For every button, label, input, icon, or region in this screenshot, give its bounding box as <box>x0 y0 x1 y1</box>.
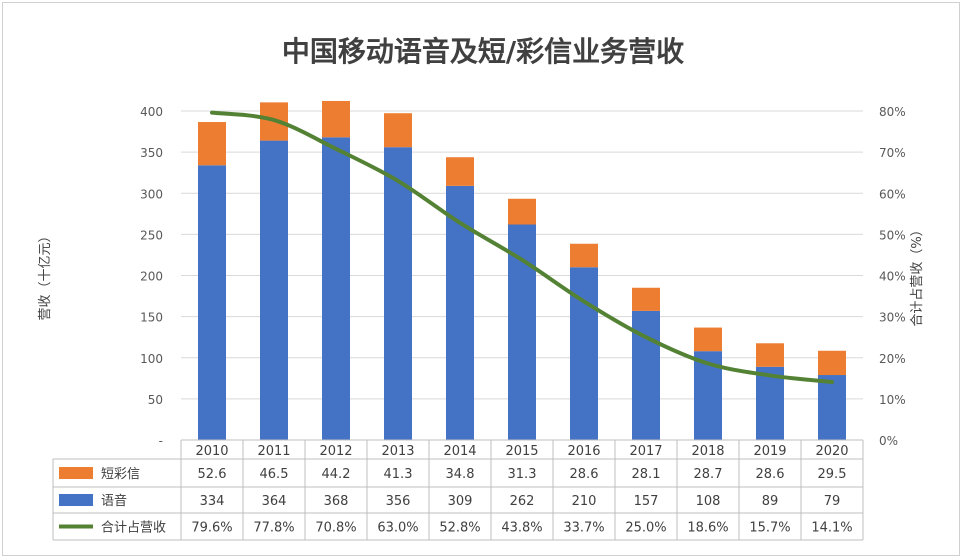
table-cell: 28.6 <box>756 467 785 482</box>
y2-tick-label: 60% <box>879 187 906 201</box>
y-tick-label: 350 <box>140 146 163 160</box>
bar-sms <box>570 243 598 268</box>
data-table: 2010 2011 2012 2013 2014 2015 2016 2017 2018 2019… <box>52 439 864 541</box>
table-cell: 14.1% <box>811 521 852 536</box>
table-cell: 15.7% <box>749 521 790 536</box>
bar-sms <box>756 343 784 367</box>
table-cell: 210 <box>572 494 597 509</box>
chart-title: 中国移动语音及短/彩信业务营收 <box>282 35 684 68</box>
table-cell: 43.8% <box>501 521 542 536</box>
table-cell: 262 <box>510 494 535 509</box>
bar-sms <box>322 100 350 138</box>
table-cell: 44.2 <box>322 467 351 482</box>
table-cell: 34.8 <box>446 467 475 482</box>
y2-tick-label: 80% <box>879 105 906 119</box>
x-tick-label: 2011 <box>257 444 290 459</box>
table-cell: 52.6 <box>198 467 227 482</box>
table-cell: 63.0% <box>377 521 418 536</box>
bar-voice <box>508 224 536 440</box>
share-line-path <box>210 110 834 385</box>
bar-sms <box>694 327 722 352</box>
table-cell: 28.6 <box>570 467 599 482</box>
y2-tick-label: 10% <box>879 393 906 407</box>
bar-sms <box>818 350 846 376</box>
bar-sms <box>508 198 536 225</box>
bars <box>198 100 846 441</box>
x-tick-label: 2010 <box>195 444 228 459</box>
bar-voice <box>756 366 784 440</box>
x-tick-label: 2020 <box>815 444 848 459</box>
table-cell: 28.7 <box>694 467 723 482</box>
y-tick-label: 400 <box>140 105 163 119</box>
legend-swatch <box>59 467 93 479</box>
table-cell: 89 <box>762 494 779 509</box>
table-cell: 334 <box>200 494 225 509</box>
x-tick-label: 2016 <box>567 444 600 459</box>
bar-voice <box>384 147 412 440</box>
bar-voice <box>322 137 350 440</box>
y2-tick-label: 30% <box>879 311 906 325</box>
x-tick-label: 2012 <box>319 444 352 459</box>
x-tick-label: 2017 <box>629 444 662 459</box>
table-cell: 77.8% <box>253 521 294 536</box>
legend-label: 短彩信 <box>101 467 140 482</box>
legend-label: 合计占营收 <box>101 521 166 536</box>
bar-sms <box>446 157 474 186</box>
table-cell: 108 <box>696 494 721 509</box>
table-cell: 368 <box>324 494 349 509</box>
x-tick-label: 2014 <box>443 444 476 459</box>
bar-voice <box>818 375 846 440</box>
stacked-bar-line-chart: 中国移动语音及短/彩信业务营收 营收（十亿元） 合计占营收（%） - 0% 50 10… <box>38 35 925 541</box>
bar-sms <box>198 122 226 166</box>
y-tick-label: 50 <box>148 393 163 407</box>
y2-axis-label: 合计占营收（%） <box>910 223 925 326</box>
y2-tick-label: 70% <box>879 146 906 160</box>
table-cell: 70.8% <box>315 521 356 536</box>
table-cell: 364 <box>262 494 287 509</box>
table-cell: 33.7% <box>563 521 604 536</box>
table-cell: 41.3 <box>384 467 413 482</box>
x-tick-label: 2019 <box>753 444 786 459</box>
x-tick-label: 2018 <box>691 444 724 459</box>
y-tick-label: 100 <box>140 352 163 366</box>
legend-label: 语音 <box>101 493 127 509</box>
table-cell: 31.3 <box>508 467 537 482</box>
bar-voice <box>198 165 226 440</box>
y2-tick-label: 20% <box>879 352 906 366</box>
y-tick-label: 150 <box>140 311 163 325</box>
x-tick-label: 2013 <box>381 444 414 459</box>
y-tick-label: - <box>159 434 163 448</box>
y-tick-label: 200 <box>140 270 163 284</box>
table-cell: 18.6% <box>687 521 728 536</box>
table-cell: 52.8% <box>439 521 480 536</box>
y-tick-label: 250 <box>140 228 163 242</box>
bar-sms <box>632 287 660 311</box>
bar-sms <box>384 113 412 148</box>
y2-tick-label: 40% <box>879 270 906 284</box>
legend-swatch <box>59 494 93 506</box>
share-line <box>210 110 834 385</box>
table-cell: 356 <box>386 494 411 509</box>
y2-tick-label: 50% <box>879 228 906 242</box>
table-cell: 46.5 <box>260 467 289 482</box>
table-cell: 309 <box>448 494 473 509</box>
y-axis-label: 营收（十亿元） <box>38 229 53 320</box>
y-tick-label: 300 <box>140 187 163 201</box>
y2-tick-label: 0% <box>879 434 898 448</box>
table-cell: 29.5 <box>818 467 847 482</box>
table-cell: 157 <box>634 494 659 509</box>
bar-voice <box>260 140 288 441</box>
table-cell: 79.6% <box>191 521 232 536</box>
axes: - 0% 50 10% 100 20% 150 30% 200 40% 250 50% 300 60% 35… <box>140 105 906 448</box>
table-cell: 79 <box>824 494 841 509</box>
table-cell: 28.1 <box>632 467 661 482</box>
table-cell: 25.0% <box>625 521 666 536</box>
x-tick-label: 2015 <box>505 444 538 459</box>
